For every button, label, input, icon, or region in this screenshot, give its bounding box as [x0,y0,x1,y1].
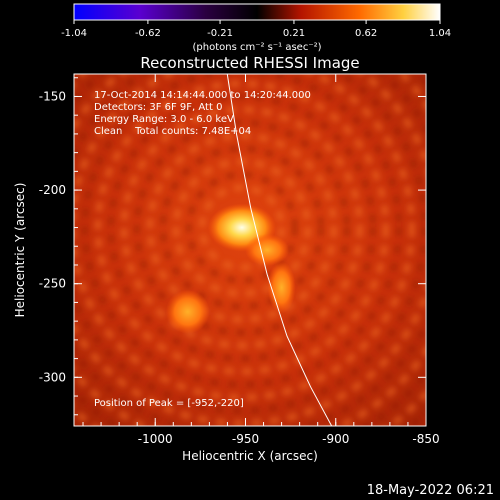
peak-position-label: Position of Peak = [-952,-220] [94,398,244,409]
source-arm-blob [245,234,290,266]
solar-limb-curve [226,74,333,426]
colorbar-tick-label: -0.62 [135,28,161,39]
info-line-time: 17-Oct-2014 14:14:44.000 to 14:20:44.000 [94,90,311,101]
y-tick-label: -300 [39,370,66,384]
x-axis: -1000 -950 -900 -850 [82,74,440,446]
footer-timestamp: 18-May-2022 06:21 [367,483,494,498]
colorbar-tick-label: -0.21 [207,28,233,39]
info-line-clean: Clean Total counts: 7.48E+04 [94,126,251,137]
colorbar-tick-label: -1.04 [61,28,87,39]
colorbar-tick-label: 0.21 [283,28,305,39]
y-axis: -150 -200 -250 -300 [39,77,426,416]
x-tick-label: -850 [412,432,439,446]
y-tick-label: -250 [39,277,66,291]
plot-title: Reconstructed RHESSI Image [140,54,359,72]
x-axis-label: Heliocentric X (arcsec) [182,449,318,463]
y-tick-label: -200 [39,183,66,197]
colorbar-unit-label: (photons cm⁻² s⁻¹ asec⁻²) [192,42,321,53]
info-line-energy: Energy Range: 3.0 - 6.0 keV [94,114,234,125]
rhessi-image [74,74,426,426]
colorbar-tick-label: 0.62 [355,28,377,39]
y-axis-label: Heliocentric Y (arcsec) [13,183,27,318]
plot-frame [73,73,427,427]
x-tick-label: -900 [322,432,349,446]
colorbar-ticks: -1.04 -0.62 -0.21 0.21 0.62 1.04 [61,20,451,39]
x-tick-label: -950 [232,432,259,446]
y-tick-label: -150 [39,89,66,103]
secondary-source-blob [165,289,210,334]
colorbar-tick-label: 1.04 [429,28,451,39]
source-tail-blob [267,261,296,314]
colorbar [73,3,441,21]
x-tick-label: -1000 [138,432,173,446]
info-line-detectors: Detectors: 3F 6F 9F, Att 0 [94,102,222,113]
